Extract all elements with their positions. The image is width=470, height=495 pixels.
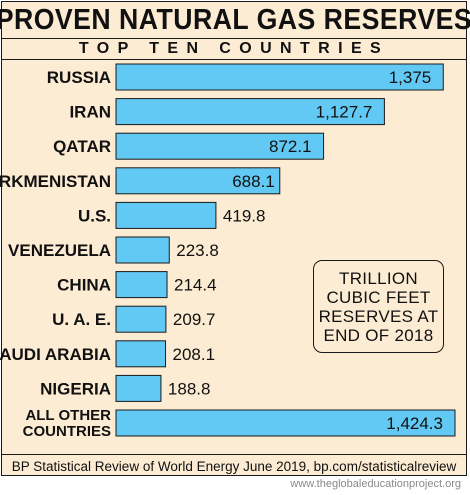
category-label-china: CHINA [57,276,111,295]
value-label-china: 214.4 [174,276,217,295]
bar-qatar [115,132,325,160]
category-label-saudi-arabia: SAUDI ARABIA [0,345,111,364]
chart-title: PROVEN NATURAL GAS RESERVES [0,3,470,36]
source-citation: BP Statistical Review of World Energy Ju… [11,459,457,474]
value-label-qatar: 872.1 [269,137,312,156]
subtitle-bar: TOP TEN COUNTRIES [2,39,466,60]
bar-iran [115,98,385,126]
bar-saudi-arabia [115,340,167,368]
bar-u-a-e [115,305,167,333]
chart-subtitle: TOP TEN COUNTRIES [78,40,390,57]
bar-nigeria [115,374,162,402]
value-label-venezuela: 223.8 [176,241,219,260]
bar-all-other-countries [115,409,456,437]
watermark: www.theglobaleducationproject.org [290,478,461,490]
bar-u-s [115,201,217,229]
value-label-saudi-arabia: 208.1 [173,345,216,364]
category-label-iran: IRAN [69,103,111,122]
value-label-turkmenistan: 688.1 [232,172,275,191]
value-label-all-other-countries: 1,424.3 [386,414,443,433]
bar-venezuela [115,236,170,264]
category-label-all-other-countries: ALL OTHER COUNTRIES [23,407,112,440]
category-label-u-a-e: U. A. E. [52,310,111,329]
units-note: TRILLION CUBIC FEET RESERVES AT END OF 2… [318,268,439,345]
category-label-nigeria: NIGERIA [40,379,111,398]
value-label-russia: 1,375 [389,68,432,87]
category-label-u-s: U.S. [78,206,111,225]
category-label-qatar: QATAR [53,137,111,156]
category-label-turkmenistan: TURKMENISTAN [0,172,111,191]
value-label-u-a-e: 209.7 [173,310,216,329]
value-label-nigeria: 188.8 [168,379,211,398]
value-label-iran: 1,127.7 [316,103,373,122]
category-label-venezuela: VENEZUELA [8,241,111,260]
bar-turkmenistan [115,167,281,195]
units-note-box: TRILLION CUBIC FEET RESERVES AT END OF 2… [313,260,444,353]
category-label-russia: RUSSIA [47,68,111,87]
bar-russia [115,63,444,91]
value-label-u-s: 419.8 [223,206,266,225]
bar-china [115,271,168,299]
source-bar: BP Statistical Review of World Energy Ju… [2,454,466,478]
title-bar: PROVEN NATURAL GAS RESERVES [0,2,470,39]
